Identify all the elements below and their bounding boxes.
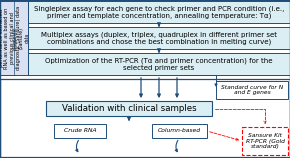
Bar [152,124,207,138]
Text: Singleplex assay for each gene to check primer and PCR condition (i.e.,
primer a: Singleplex assay for each gene to check … [34,5,284,19]
Text: Validation with clinical samples: Validation with clinical samples [62,104,196,113]
Text: Sansure Kit
RT-PCR (Gold
standard): Sansure Kit RT-PCR (Gold standard) [246,133,284,149]
Text: diagnostic
(Sansure)
data: diagnostic (Sansure) data [13,26,29,50]
Text: Standard curve for N
and E genes: Standard curve for N and E genes [221,85,283,95]
Bar [0,79,290,157]
Bar [28,1,290,23]
Bar [242,127,288,155]
Text: Multiplex assays (duplex, triplex, quadruplex in different primer set
combinatio: Multiplex assays (duplex, triplex, quadr… [41,31,277,45]
Bar [0,1,28,75]
Bar [28,27,290,49]
Text: Column-based: Column-based [158,128,201,134]
Text: Crude RNA: Crude RNA [64,128,96,134]
Bar [216,81,288,99]
Bar [54,124,106,138]
Text: Optimization of the RT-PCR (Tα and primer concentration) for the
selected primer: Optimization of the RT-PCR (Tα and prime… [45,57,273,71]
Bar [46,101,212,116]
Bar [28,53,290,75]
Text: performed with high-
performance extracted
RNA as well as based on
previous clin: performed with high- performance extract… [0,6,21,70]
